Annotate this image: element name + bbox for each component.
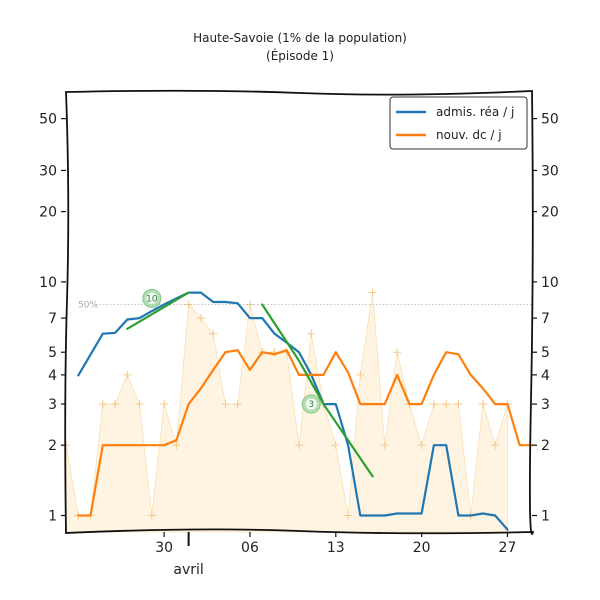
- series-line-0: [77, 291, 509, 531]
- daily-value-marker-32: [454, 400, 463, 409]
- y-tick-label-right-9: 50: [541, 112, 559, 128]
- legend-label-series-0: admis. réa / j: [436, 105, 514, 119]
- daily-values-layer: [62, 288, 512, 533]
- daily-value-marker-24: [356, 370, 365, 379]
- y-tick-label-right-6: 10: [541, 275, 559, 291]
- y-tick-label-left-6: 10: [39, 275, 57, 291]
- y-axis-right: 1 2 3 4 5 7 10 20 30 50: [532, 112, 559, 525]
- y-tick-label-left-1: 2: [48, 438, 57, 454]
- y-tick-label-right-0: 1: [541, 509, 550, 525]
- y-tick-label-left-5: 7: [48, 311, 57, 327]
- x-month-label: avril: [173, 562, 203, 578]
- daily-value-marker-34: [478, 400, 487, 409]
- x-tick-label-3: 20: [413, 540, 431, 556]
- daily-value-marker-27: [393, 348, 402, 357]
- daily-value-marker-31: [442, 400, 451, 409]
- daily-value-marker-13: [221, 400, 230, 409]
- chart-title: Haute-Savoie (1% de la population): [193, 31, 407, 45]
- legend: admis. réa / j nouv. dc / j: [389, 96, 528, 150]
- y-tick-label-right-5: 7: [541, 311, 550, 327]
- y-tick-label-right-8: 30: [541, 163, 559, 179]
- y-tick-label-right-3: 4: [541, 368, 550, 384]
- daily-value-marker-14: [233, 400, 242, 409]
- y-axis-left: 1 2 3 4 5 7 10 20 30 50: [39, 112, 66, 525]
- daily-value-marker-26: [380, 441, 389, 450]
- y-tick-label-left-0: 1: [48, 509, 57, 525]
- daily-value-marker-22: [331, 441, 340, 450]
- series-line-1: [77, 349, 534, 517]
- reference-line-label: 50%: [78, 301, 98, 311]
- daily-value-marker-6: [135, 400, 144, 409]
- fit-label-0: 10: [146, 294, 158, 304]
- daily-value-marker-11: [196, 314, 205, 323]
- daily-value-marker-25: [368, 288, 377, 297]
- daily-value-marker-8: [160, 400, 169, 409]
- y-tick-label-right-2: 3: [541, 397, 550, 413]
- chart-subtitle: (Épisode 1): [266, 48, 334, 63]
- daily-value-marker-7: [147, 511, 156, 520]
- daily-value-marker-3: [98, 400, 107, 409]
- daily-value-marker-9: [172, 441, 181, 450]
- y-tick-label-left-2: 3: [48, 397, 57, 413]
- fit-badge-inner-0: [146, 292, 158, 304]
- y-tick-label-left-3: 4: [48, 368, 57, 384]
- legend-label-series-1: nouv. dc / j: [436, 128, 502, 142]
- x-tick-label-2: 13: [327, 540, 345, 556]
- y-tick-label-left-9: 50: [39, 112, 57, 128]
- series-layer: [77, 291, 534, 531]
- daily-value-marker-30: [429, 400, 438, 409]
- y-tick-label-left-4: 5: [48, 345, 57, 361]
- y-tick-label-right-4: 5: [541, 345, 550, 361]
- fit-label-1: 3: [308, 400, 314, 410]
- daily-value-marker-12: [209, 329, 218, 338]
- daily-value-marker-35: [491, 441, 500, 450]
- daily-value-marker-23: [344, 511, 353, 520]
- daily-value-marker-29: [417, 441, 426, 450]
- y-tick-label-left-8: 30: [39, 163, 57, 179]
- x-axis: 30 06 13 20 27 avril: [155, 532, 516, 578]
- y-tick-label-right-7: 20: [541, 205, 559, 221]
- fit-layer: 10 3: [126, 288, 374, 478]
- x-tick-label-4: 27: [499, 540, 517, 556]
- daily-values-area: [65, 292, 508, 533]
- y-tick-label-right-1: 2: [541, 438, 550, 454]
- daily-value-marker-4: [111, 400, 120, 409]
- fit-badge-inner-1: [305, 398, 317, 410]
- x-tick-label-0: 30: [155, 540, 173, 556]
- fit-line-0: [126, 291, 190, 330]
- x-tick-label-1: 06: [241, 540, 259, 556]
- daily-value-marker-19: [295, 441, 303, 450]
- fit-line-1: [261, 303, 374, 478]
- daily-value-marker-5: [123, 370, 132, 379]
- daily-value-marker-20: [307, 329, 316, 338]
- y-tick-label-left-7: 20: [39, 205, 57, 221]
- reference-line-layer: 50%: [78, 301, 532, 311]
